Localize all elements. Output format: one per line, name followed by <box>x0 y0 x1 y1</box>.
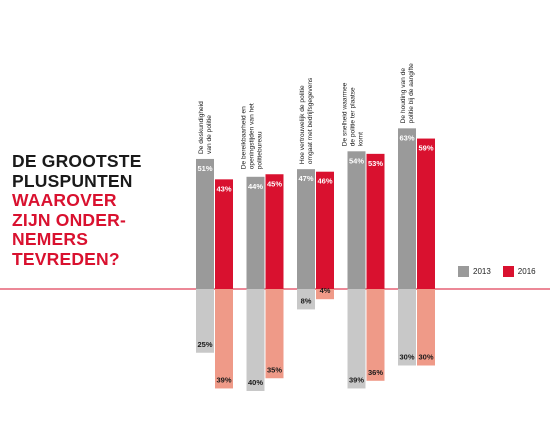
bar-positive-2013-3 <box>297 169 315 289</box>
title-line-4: ZIJN ONDER- <box>12 209 127 230</box>
value-label-positive-2013-2: 44% <box>248 182 263 191</box>
value-label-positive-2013-1: 51% <box>197 164 212 173</box>
bar-positive-2016-2 <box>265 174 284 289</box>
title-line-1: DE GROOTSTE <box>12 151 142 171</box>
value-label-negative-2016-1: 39% <box>216 375 231 384</box>
value-label-negative-2016-3: 4% <box>320 286 331 295</box>
title-line-6: TEVREDEN? <box>12 248 120 269</box>
category-label-line: Hoe vertrouwelijk de politie <box>299 85 306 164</box>
bar-positive-2013-1 <box>196 158 214 289</box>
value-label-negative-2016-5: 30% <box>418 353 433 362</box>
bar-negative-2013-2 <box>246 289 265 391</box>
value-label-negative-2016-2: 35% <box>267 365 282 374</box>
bar-negative-2016-2 <box>265 289 284 379</box>
bar-negative-2013-4 <box>347 289 366 389</box>
category-label-line: De bereikbaarheid en <box>241 106 248 169</box>
category-label-1: De deskundigheidvan de politie <box>198 101 213 154</box>
value-label-negative-2013-2: 40% <box>248 378 263 387</box>
value-label-positive-2016-3: 46% <box>317 177 332 186</box>
legend-swatch-2013 <box>458 266 469 277</box>
title-line-5: NEMERS <box>12 229 89 249</box>
value-label-positive-2013-5: 63% <box>399 133 414 142</box>
bar-positive-2016-5 <box>417 138 435 289</box>
bar-negative-2013-1 <box>196 289 214 353</box>
legend-swatch-2016 <box>502 266 514 277</box>
category-label-line: komt <box>358 132 365 146</box>
bar-negative-2016-5 <box>417 289 435 366</box>
bar-negative-2013-3 <box>297 289 315 310</box>
bar-negative-2013-5 <box>398 289 416 366</box>
bar-positive-2016-4 <box>366 153 385 289</box>
bar-positive-2013-5 <box>398 128 416 289</box>
chart-title: DE GROOTSTE PLUSPUNTEN WAAROVER ZIJN OND… <box>12 151 142 269</box>
category-label-line: omgaat met bedrijfsgegevens <box>307 77 314 164</box>
value-label-negative-2013-5: 30% <box>399 353 414 362</box>
value-label-positive-2016-2: 45% <box>267 179 282 188</box>
value-label-positive-2016-1: 43% <box>216 184 231 193</box>
value-label-positive-2013-3: 47% <box>298 174 313 183</box>
bar-positive-2013-2 <box>246 176 265 289</box>
category-label-line: De deskundigheid <box>198 101 205 154</box>
category-label-line: politiebureau <box>257 131 264 169</box>
value-label-negative-2016-4: 36% <box>368 368 383 377</box>
legend-label-2013: 2013 <box>473 267 491 276</box>
bar-negative-2016-1 <box>215 289 233 389</box>
value-label-negative-2013-3: 8% <box>301 296 312 305</box>
value-label-positive-2016-5: 59% <box>418 144 433 153</box>
category-label-line: openingstijden van het <box>249 103 256 169</box>
value-label-positive-2013-4: 54% <box>349 156 364 165</box>
legend: 2013 2016 <box>458 266 548 277</box>
category-label-4: De snelheid waarmeede politie ter plaats… <box>342 82 365 146</box>
bar-positive-2013-4 <box>347 151 366 289</box>
category-label-3: Hoe vertrouwelijk de politieomgaat met b… <box>299 77 314 164</box>
bar-negative-2016-3 <box>316 289 334 300</box>
title-line-2: PLUSPUNTEN <box>12 170 133 191</box>
category-label-5: De houding van depolitie bij de aangifte <box>400 63 415 123</box>
category-label-line: de politie ter plaatse <box>350 87 357 146</box>
title-line-3: WAAROVER <box>12 190 117 210</box>
legend-label-2016: 2016 <box>517 267 536 276</box>
bar-positive-2016-3 <box>316 171 334 289</box>
category-label-2: De bereikbaarheid enopeningstijden van h… <box>241 103 264 169</box>
category-label-line: van de politie <box>206 115 213 154</box>
category-label-line: De snelheid waarmee <box>342 82 349 146</box>
value-label-negative-2013-4: 39% <box>349 375 364 384</box>
bar-negative-2016-4 <box>366 289 385 381</box>
category-label-line: De houding van de <box>400 68 407 124</box>
value-label-positive-2016-4: 53% <box>368 159 383 168</box>
value-label-negative-2013-1: 25% <box>197 340 212 349</box>
category-label-line: politie bij de aangifte <box>408 63 415 123</box>
bar-positive-2016-1 <box>215 179 233 289</box>
